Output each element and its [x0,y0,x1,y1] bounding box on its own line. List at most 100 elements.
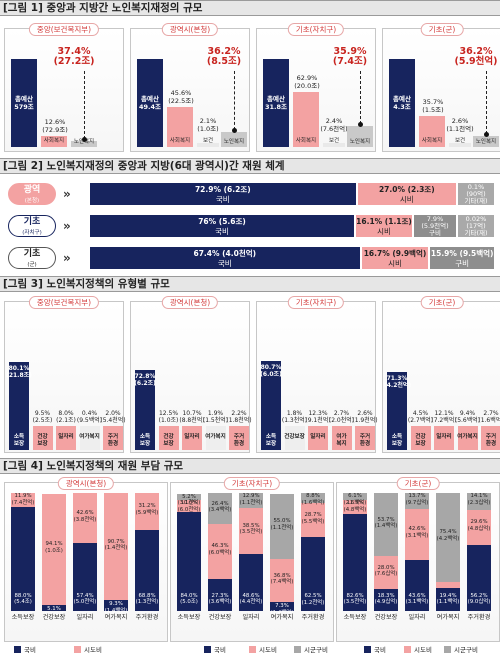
fig4-category: 주거환경 [301,614,325,621]
fig2-segment-value: 67.4% (4.0천억) [193,249,257,258]
fig4-segment: 94.1% (1.0조) [42,493,66,605]
fig4-segment: 48.6% (4.4천억) [239,553,263,611]
fig4-panel: 기초(자치구) 84.0% (5.0조) 10.0% (6.0천억) 5.2% (3.1천억… [170,477,334,642]
fig1-welfare-pct: 12.6% (72.9조) [42,117,68,134]
fig4-segment: 53.7% (1.4백억) [374,493,398,557]
fig1-total-bar: 총예산 579조 [11,59,37,147]
fig2-row-label: 광역 (본청) [8,183,56,205]
fig3-bar: 일자리 [308,426,328,450]
legend-swatch [404,646,411,653]
fig4-segment-value: 8.8% (1.6백억) [301,493,325,506]
fig1-panel: 중앙(보건복지부) 총예산 579조 사회복지 12.6% (72.9조) 노인복지 37.4… [4,23,124,152]
fig3-value: 12.5% (1.0조) [158,410,179,424]
fig4-segment-value: 57.4% (5.0천억) [73,592,97,606]
fig4-segment-value: 7.3% (1.4백억) [270,603,294,616]
fig4-segment: 26.4% (3.4백억) [208,493,232,525]
fig3-category: 주거 환경 [485,434,497,447]
fig3-category: 주거 환경 [359,434,371,447]
fig2-segment: 7.9% (5.9천억) 구비 [414,215,456,237]
fig4-segment-value: 68.8% (1.3천억) [135,592,159,606]
fig2-segment-value: 27.0% (2.3조) [378,185,435,194]
figure-3: [그림 3] 노인복지정책의 유형별 규모 중앙(보건복지부) 소득 보장 80.1%… [0,276,500,458]
fig4-segment-value: 62.5% (1.2천억) [301,593,325,606]
fig1-health-pct: 2.1% (1.0조) [197,117,219,133]
fig3-bar: 소득 보장 71.3% (4.2천억) [384,371,411,450]
fig1-elderly-pct: 36.2% (8.5조) [206,46,242,67]
fig2-segment: 0.1% (90억) 기타(재) [458,183,494,205]
fig3-category: 주거 환경 [107,434,119,447]
fig4-segment-value: 10.0% (6.0천억) [177,500,201,513]
fig4-category: 여가복지 [436,614,460,621]
fig2-segment-value: 0.02% (17억) 기타(재) [464,215,488,237]
fig3-bar: 주거 환경 [481,426,500,450]
fig4-category: 주거환경 [467,614,491,621]
fig4-panel: 광역시(본청) 88.0% (5.4조) 11.9% (7.4천억) 소득보장 5.1% (5… [4,477,168,642]
fig3-category: 여가복지 [457,434,478,440]
fig3-value: 4.5% (2.7백억) [407,410,434,424]
fig3-bar: 여가복지 [457,426,478,450]
fig4-category: 소득보장 [343,614,367,621]
fig4-segment: 10.0% (6.0천억) [177,500,201,513]
fig3-bar: 일자리 [56,426,76,450]
fig3-value: 0.4% (9.5백억) [76,410,103,424]
fig2-chevron-icon: » [63,251,71,265]
fig3-panel: 기초(자치구) 소득 보장 80.7% (6.0조) 건강보장 1.8% (1.3천억) 일자리… [256,296,378,453]
fig4-segment-value: 48.6% (4.4천억) [239,592,263,606]
fig4-segment-value: 42.6% (3.1백억) [405,526,429,539]
fig3-bar: 주거 환경 [355,426,375,450]
fig3-value: 1.9% (1.5천억) [202,410,229,424]
fig4-segment-value: 53.7% (1.4백억) [374,516,398,530]
fig4-segment: 42.6% (3.8천억) [73,493,97,544]
fig4-segment: 46.3% (6.0백억) [208,524,232,579]
fig1-welfare-bar: 사회복지 [41,135,67,147]
fig1-welfare-bar: 사회복지 [293,91,319,147]
fig1-health-bar [197,143,219,147]
fig4-segment-value: 56.2% (9.0십억) [467,592,491,606]
fig1-panel-title: 기초(군) [420,23,464,36]
fig2-row-label: 기초 (군) [8,247,56,269]
fig4-panel-title: 광역시(본청) [57,477,115,490]
fig1-health-cat: 보건 [454,138,466,144]
fig4-segment: 42.6% (3.1백억) [405,509,429,560]
fig2-segment-name: 구비 [455,259,470,268]
fig3-value: 80.7% (6.0조) [260,364,282,379]
legend-swatch [364,646,371,653]
fig4-legend-item: 국비 [364,644,386,654]
legend-swatch [294,646,301,653]
fig2-segment: 72.9% (6.2조) 국비 [90,183,356,205]
fig4-segment: 36.8% (7.4백억) [270,558,294,603]
fig3-category: 주거 환경 [233,434,245,447]
fig2-segment: 15.9% (9.5백억) 구비 [430,247,494,269]
legend-label: 시도비 [84,646,102,654]
figure-4-title: [그림 4] 노인복지정책의 재원 부담 규모 [0,458,500,474]
fig3-value: 8.0% (2.1조) [56,410,76,424]
fig4-segment: 90.7% (1.4천억) [104,493,128,601]
legend-swatch [14,646,21,653]
fig3-value: 72.8% (6.2조) [134,372,156,387]
fig4-segment-value: 18.3% (4.9십억) [374,592,398,606]
fig3-value: 9.5% (2.5조) [32,410,53,424]
fig4-segment: 13.7% (9.7십억) [405,493,429,510]
fig3-bar: 일자리 [434,426,454,450]
fig2-segment-value: 72.9% (6.2조) [194,185,251,194]
fig2-segment-value: 16.1% (1.1조) [356,217,412,226]
fig3-value: 2.7%(1.6백억) [478,410,500,424]
fig1-health-pct: 2.4% (7.6천억) [320,117,348,133]
fig4-segment: 14.1% (2.3십억) [467,493,491,510]
fig3-bar: 소득 보장 80.1% (21.8조) [6,361,32,450]
fig3-value: 12.1% (7.2백억) [431,410,457,424]
fig2-chevron-icon: » [63,219,71,233]
fig4-segment-value: 42.6% (3.8천억) [73,510,97,523]
fig2-segment: 16.7% (9.9백억) 시비 [361,247,429,269]
fig2-segment-value: 76% (5.6조) [198,217,246,226]
fig1-elderly-bar: 노인복지 [473,135,499,147]
fig4-segment-value: 27.3% (3.6백억) [208,592,232,606]
fig4-segment-value: 28.0% (7.6십억) [374,564,398,578]
legend-swatch [204,646,211,653]
fig4-legend-item: 시도비 [404,644,432,654]
fig3-category: 건강보장 [284,434,305,440]
fig4-category: 건강보장 [208,614,232,621]
